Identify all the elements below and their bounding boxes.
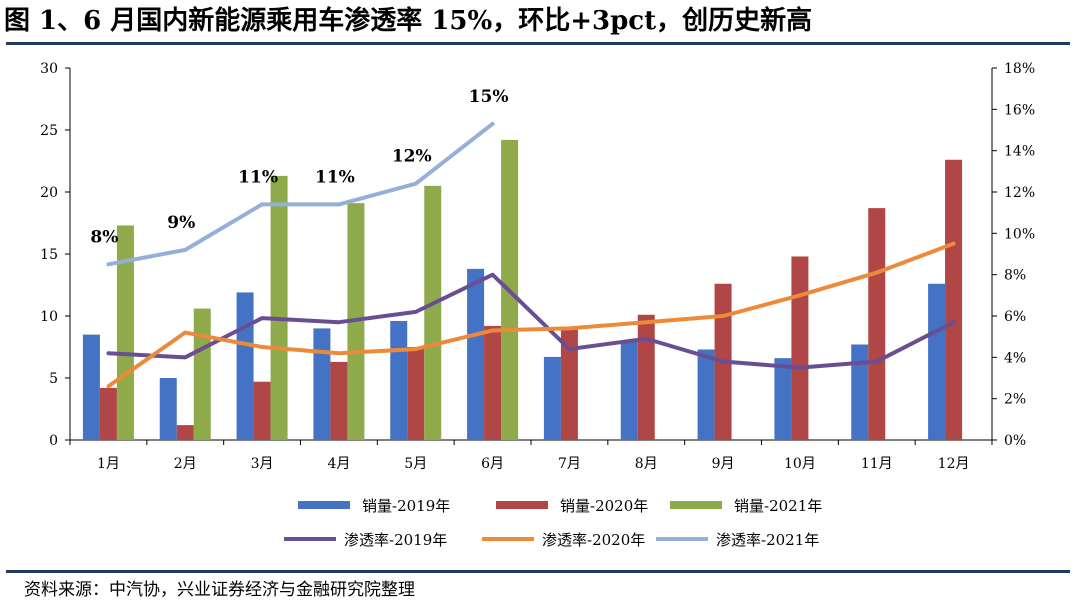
x-axis-tick-label: 3月: [251, 456, 274, 472]
right-axis-tick-label: 16%: [1004, 102, 1035, 118]
x-axis-tick-label: 7月: [558, 456, 581, 472]
legend-label: 销量-2021年: [734, 497, 822, 515]
legend-label: 渗透率-2019年: [344, 531, 447, 549]
bar: [697, 349, 715, 440]
legend-swatch: [496, 501, 548, 509]
legend-label: 渗透率-2021年: [716, 531, 819, 549]
legend-swatch: [670, 501, 722, 509]
data-label: 11%: [238, 167, 278, 187]
bar: [791, 256, 809, 440]
right-axis-tick-label: 12%: [1004, 185, 1035, 201]
left-axis-tick-label: 20: [40, 185, 58, 201]
bar: [620, 340, 638, 440]
combo-chart: 0 5 10 15 20 25 30 0% 2% 4% 6% 8% 10% 12% 14% 16% 18% 1月 2…: [40, 61, 1035, 549]
right-axis-tick-label: 10%: [1004, 226, 1035, 242]
bar: [99, 387, 117, 440]
data-label: 9%: [167, 213, 195, 233]
series-line: [106, 272, 956, 370]
bar: [868, 208, 886, 440]
bar: [851, 344, 869, 440]
bar: [116, 225, 134, 440]
source-divider: [6, 570, 1070, 573]
legend-swatch: [298, 501, 350, 509]
bar: [236, 292, 254, 440]
bar: [193, 308, 211, 440]
x-axis-tick-label: 2月: [174, 456, 197, 472]
right-axis-tick-label: 0%: [1004, 433, 1026, 449]
bar: [774, 358, 792, 440]
x-axis-tick-label: 5月: [404, 456, 427, 472]
bar: [467, 268, 485, 440]
legend-label: 渗透率-2020年: [542, 531, 645, 549]
bar: [928, 283, 946, 440]
bar: [390, 320, 408, 440]
legend-label: 销量-2019年: [362, 497, 450, 515]
right-axis-tick-label: 14%: [1004, 144, 1035, 160]
left-axis-tick-label: 15: [40, 247, 58, 263]
bar: [82, 334, 100, 440]
right-axis-tick-label: 8%: [1004, 268, 1026, 284]
bar: [270, 175, 288, 440]
chart-title: 图 1、6 月国内新能源乘用车渗透率 15%，环比+3pct，创历史新高: [4, 6, 813, 36]
bar: [407, 347, 425, 440]
bar: [543, 356, 561, 440]
x-axis-tick-label: 4月: [327, 456, 350, 472]
bar: [253, 381, 271, 440]
x-axis-tick-label: 9月: [712, 456, 735, 472]
left-axis-tick-label: 10: [40, 309, 58, 325]
x-axis-tick-label: 1月: [97, 456, 120, 472]
x-axis-tick-label: 11月: [861, 456, 893, 472]
legend-label: 销量-2020年: [560, 497, 648, 515]
left-axis-tick-label: 30: [40, 61, 58, 77]
bar: [945, 159, 963, 440]
bar: [637, 314, 655, 440]
bar: [330, 361, 348, 440]
data-label: 8%: [90, 227, 118, 247]
bar: [484, 325, 502, 440]
right-axis-tick-label: 18%: [1004, 61, 1035, 77]
data-label: 12%: [392, 147, 432, 167]
series-line: [106, 241, 956, 389]
bar: [313, 328, 331, 440]
x-axis-tick-label: 8月: [635, 456, 658, 472]
bar: [159, 378, 177, 440]
title-divider: [6, 42, 1070, 45]
left-axis-tick-label: 25: [40, 123, 58, 139]
bar: [176, 425, 194, 440]
bar: [424, 185, 442, 440]
x-axis-tick-label: 10月: [784, 456, 816, 472]
data-label: 11%: [315, 167, 355, 187]
right-axis-tick-label: 6%: [1004, 309, 1026, 325]
right-axis-tick-label: 4%: [1004, 350, 1026, 366]
left-axis-tick-label: 0: [49, 433, 58, 449]
source-note: 资料来源：中汽协，兴业证券经济与金融研究院整理: [24, 580, 415, 600]
right-axis-tick-label: 2%: [1004, 392, 1026, 408]
bar: [560, 328, 578, 440]
left-axis-tick-label: 5: [49, 371, 58, 387]
series-line: [106, 121, 495, 267]
x-axis-tick-label: 12月: [938, 456, 970, 472]
data-label: 15%: [469, 87, 509, 107]
x-axis-tick-label: 6月: [481, 456, 504, 472]
